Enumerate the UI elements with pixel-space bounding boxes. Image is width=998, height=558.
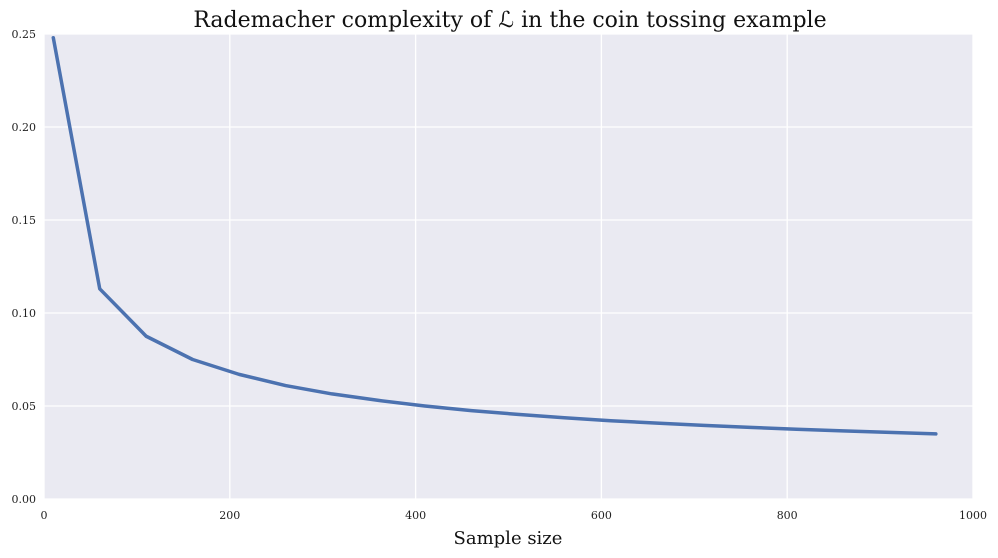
x-tick-label: 600 bbox=[591, 509, 612, 522]
chart-title: Rademacher complexity of ℒ in the coin t… bbox=[193, 8, 826, 33]
x-axis-ticks: 0 200 400 600 800 1000 bbox=[41, 509, 988, 522]
y-tick-label: 0.20 bbox=[12, 121, 37, 134]
y-tick-label: 0.05 bbox=[12, 400, 37, 413]
series-layer bbox=[51, 35, 938, 436]
y-axis-ticks: 0.00 0.05 0.10 0.15 0.20 0.25 bbox=[12, 28, 37, 506]
x-tick-label: 0 bbox=[41, 509, 48, 522]
x-tick-label: 400 bbox=[405, 509, 426, 522]
y-tick-label: 0.10 bbox=[12, 307, 37, 320]
x-tick-label: 200 bbox=[219, 509, 240, 522]
y-tick-label: 0.25 bbox=[12, 28, 37, 41]
x-tick-label: 1000 bbox=[959, 509, 987, 522]
series-line bbox=[51, 35, 938, 436]
gridlines bbox=[43, 33, 974, 500]
y-tick-label: 0.00 bbox=[12, 493, 37, 506]
x-axis-label: Sample size bbox=[454, 528, 563, 549]
x-tick-label: 800 bbox=[777, 509, 798, 522]
plot-area bbox=[44, 34, 973, 499]
y-tick-label: 0.15 bbox=[12, 214, 37, 227]
